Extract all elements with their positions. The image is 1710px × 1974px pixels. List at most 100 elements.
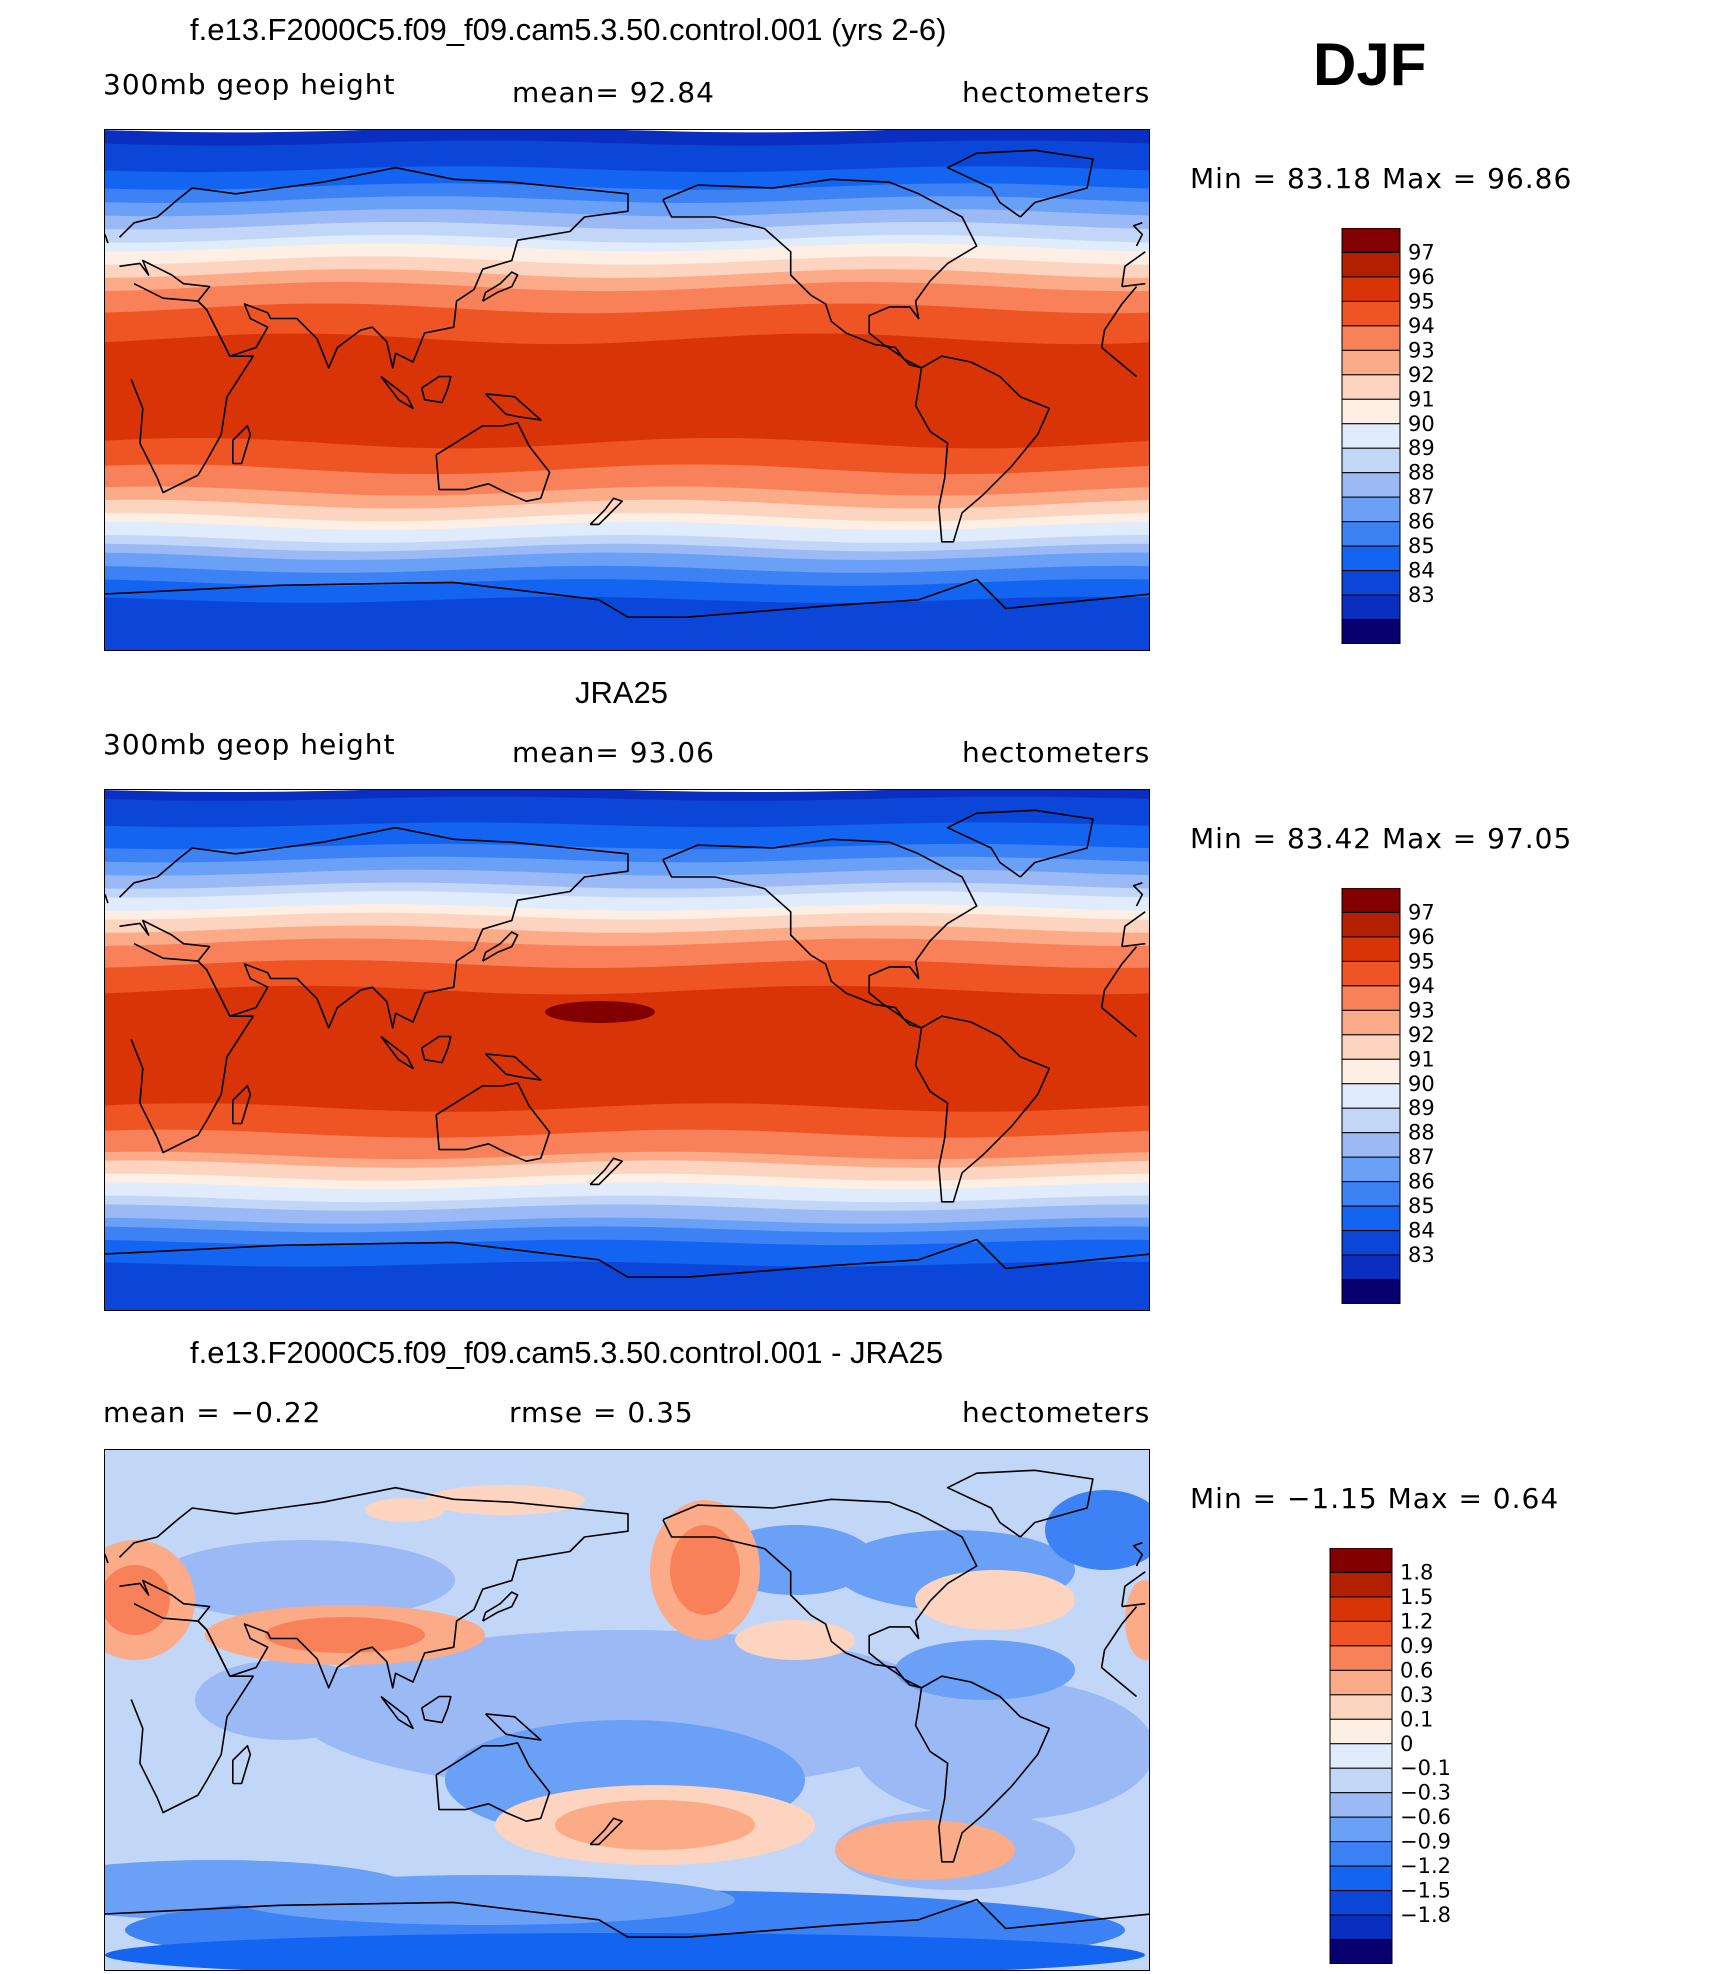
contour-band <box>105 473 1149 489</box>
contour-band <box>105 277 1149 293</box>
colorbar-tick-label: 85 <box>1408 1194 1435 1218</box>
contour-band <box>105 852 1149 864</box>
contour-band <box>105 1173 1149 1187</box>
colorbar-box <box>1329 1645 1393 1671</box>
contour-band <box>105 869 1149 882</box>
colorbar-tick-label: 96 <box>1408 265 1435 289</box>
colorbar-tick-label: 97 <box>1408 900 1435 924</box>
colorbar-box <box>1341 300 1401 327</box>
contour-band <box>105 1200 1149 1213</box>
contour-band <box>105 286 1149 302</box>
contour-band <box>105 899 1149 913</box>
contour-band <box>105 934 1149 948</box>
contour-band <box>105 200 1149 214</box>
contour-band <box>105 1147 1149 1161</box>
contour-band <box>105 290 1149 306</box>
contour-band <box>105 307 1149 324</box>
contour-band <box>105 968 1149 983</box>
contour-band <box>105 805 1149 816</box>
colorbar-tick-label: −1.2 <box>1400 1854 1451 1878</box>
colorbar-tick-label: 86 <box>1408 1170 1435 1194</box>
colorbar-tick-label: 88 <box>1408 461 1435 485</box>
colorbar-tick-label: 83 <box>1408 1243 1435 1267</box>
contour-band <box>105 269 1149 284</box>
contour-band <box>105 166 1149 178</box>
coastline-madagascar <box>232 425 252 465</box>
coastline-greenland <box>946 809 1094 878</box>
contour-band <box>105 363 1149 381</box>
contour-band <box>105 329 1149 346</box>
contour-band <box>105 1164 1149 1178</box>
contour-band <box>105 640 1149 650</box>
contour-band <box>105 1072 1149 1088</box>
warm-pool-maximum <box>545 1001 655 1023</box>
colorbar-tick-label: 1.2 <box>1400 1609 1433 1633</box>
contour-band <box>105 1037 1149 1054</box>
contour-band <box>105 895 1149 908</box>
coastline-europe_asia <box>118 1486 1146 1689</box>
panel3-title: f.e13.F2000C5.f09_f09.cam5.3.50.control.… <box>190 1335 944 1370</box>
contour-band <box>105 495 1149 510</box>
diff-contour <box>235 1875 735 1925</box>
contour-band <box>105 1129 1149 1144</box>
contour-band <box>105 809 1149 820</box>
contour-band <box>105 912 1149 926</box>
colorbar-tick-label: 92 <box>1408 1023 1435 1047</box>
colorbar-box <box>1341 447 1401 474</box>
colorbar-box <box>1329 1669 1393 1696</box>
contour-band <box>105 886 1149 900</box>
colorbar-tick-label: 94 <box>1408 974 1435 998</box>
contour-band <box>105 1059 1149 1075</box>
panel1-contour-field <box>105 130 1149 650</box>
coastline-namerica <box>662 838 978 1029</box>
contour-band <box>105 230 1149 245</box>
colorbar-box <box>1341 472 1401 498</box>
coastline-sumatra <box>380 1695 414 1730</box>
panel2-mean: mean= 93.06 <box>512 736 715 769</box>
colorbar-tick-label: 93 <box>1408 338 1435 362</box>
contour-band <box>105 499 1149 515</box>
coastline-nz <box>589 1157 623 1186</box>
contour-band <box>105 130 1149 139</box>
contour-band <box>105 490 1149 506</box>
coastline-sumatra <box>380 375 414 410</box>
contour-band <box>105 294 1149 311</box>
coastline-uk <box>105 882 1144 907</box>
contour-band <box>105 477 1149 493</box>
colorbar-box <box>1341 1083 1401 1109</box>
contour-band <box>105 917 1149 930</box>
colorbar-box <box>1329 1865 1393 1892</box>
diff-contour <box>425 1485 585 1515</box>
colorbar-box <box>1329 1718 1393 1745</box>
colorbar-tick-label: 85 <box>1408 534 1435 558</box>
contour-band <box>105 398 1149 416</box>
contour-band <box>105 1195 1149 1208</box>
colorbar-tick-label: 95 <box>1408 289 1435 313</box>
panel3-minmax: Min = −1.15 Max = 0.64 <box>1190 1482 1560 1515</box>
contour-band <box>105 570 1149 583</box>
colorbar-box <box>1329 1620 1393 1647</box>
colorbar-box <box>1341 423 1401 449</box>
contour-band <box>105 548 1149 562</box>
colorbar-tick-label: 89 <box>1408 1096 1435 1120</box>
colorbar-box <box>1341 374 1401 400</box>
contour-band <box>105 451 1149 468</box>
colorbar-box <box>1329 1841 1393 1867</box>
colorbar-box <box>1329 1596 1393 1622</box>
contour-band <box>105 1208 1149 1221</box>
colorbar-tick-label: −0.3 <box>1400 1781 1451 1805</box>
colorbar-tick-label: −1.5 <box>1400 1879 1451 1903</box>
contour-band <box>105 350 1149 368</box>
contour-band <box>105 1279 1149 1290</box>
colorbar-box <box>1341 1205 1401 1232</box>
coastline-newguinea <box>485 1053 542 1081</box>
coastline-japan <box>481 931 519 962</box>
panel2-contour-field <box>105 790 1149 1310</box>
contour-band <box>105 136 1149 148</box>
contour-band <box>105 981 1149 996</box>
contour-band <box>105 512 1149 528</box>
coastline-madagascar <box>232 1745 252 1785</box>
contour-band <box>105 355 1149 372</box>
